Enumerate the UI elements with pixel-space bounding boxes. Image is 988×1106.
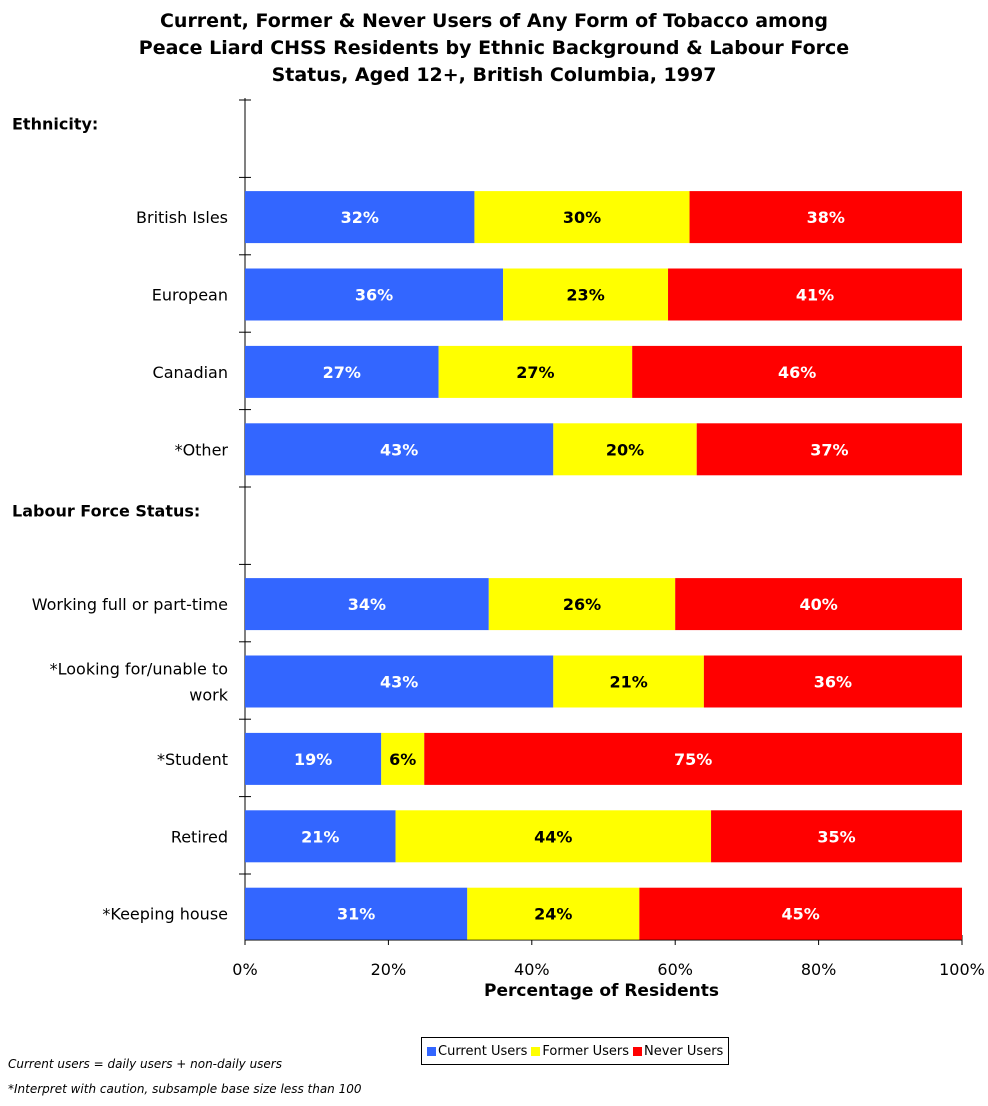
data-label: 27%	[323, 363, 361, 382]
data-label: 38%	[807, 208, 845, 227]
bar-segment	[245, 423, 554, 476]
category-label: Working full or part-time	[32, 595, 228, 614]
x-tick-label: 80%	[801, 960, 837, 979]
chart-title: Current, Former & Never Users of Any For…	[60, 8, 928, 89]
data-label: 75%	[674, 750, 712, 769]
category-label: European	[152, 286, 228, 305]
data-label: 21%	[609, 673, 647, 692]
bar-segment	[438, 345, 633, 398]
data-label: 30%	[563, 208, 601, 227]
data-label: 21%	[301, 827, 339, 846]
legend-item-current: Current Users	[427, 1044, 527, 1059]
data-label: 23%	[566, 286, 604, 305]
bar-segment	[245, 268, 504, 321]
bar-segment	[395, 810, 712, 863]
section-header: Labour Force Status:	[12, 502, 200, 521]
data-label: 20%	[606, 440, 644, 459]
data-label: 26%	[563, 595, 601, 614]
bar-segment	[488, 578, 676, 631]
bar-segment	[696, 423, 962, 476]
category-label: *Student	[157, 750, 228, 769]
category-label: Canadian	[153, 363, 228, 382]
data-label: 43%	[380, 673, 418, 692]
bar-segment	[553, 655, 704, 708]
data-label: 32%	[341, 208, 379, 227]
legend-label-never: Never Users	[644, 1043, 724, 1059]
data-label: 35%	[817, 827, 855, 846]
category-label: *Other	[175, 440, 229, 459]
data-label: 45%	[782, 905, 820, 924]
stacked-bar-chart: 0% 20% 40% 60% 80% 100% Percentage of Resident…	[12, 98, 985, 1001]
x-tick-label: 100%	[939, 960, 985, 979]
x-tick-label: 20%	[371, 960, 407, 979]
bar-segment	[675, 578, 962, 631]
bar-segment	[711, 810, 962, 863]
legend-swatch-never	[633, 1046, 643, 1056]
data-label: 44%	[534, 827, 572, 846]
bar-segment	[245, 578, 489, 631]
legend-swatch-current	[427, 1046, 436, 1056]
category-label: Retired	[171, 827, 228, 846]
data-label: 27%	[516, 363, 554, 382]
data-label: 37%	[810, 440, 848, 459]
bar-segment	[245, 345, 439, 398]
data-label: 36%	[814, 673, 852, 692]
x-tick-label: 40%	[514, 960, 550, 979]
category-label: British Isles	[136, 208, 228, 227]
x-tick-label: 0%	[232, 960, 257, 979]
chart-title-line-3: Status, Aged 12+, British Columbia, 1997	[271, 64, 717, 86]
chart-title-line-2: Peace Liard CHSS Residents by Ethnic Bac…	[138, 37, 850, 59]
bar-segment	[245, 887, 468, 940]
bar-segment	[381, 732, 425, 785]
bar-segment	[639, 887, 962, 940]
chart-title-line-1: Current, Former & Never Users of Any For…	[159, 10, 829, 32]
data-label: 6%	[389, 750, 416, 769]
footnote-users-definition: Current users = daily users + non-daily …	[8, 1057, 282, 1071]
data-label: 41%	[796, 286, 834, 305]
section-header: Ethnicity:	[12, 115, 98, 134]
bar-segment	[245, 732, 382, 785]
footnote-caution: *Interpret with caution, subsample base …	[8, 1082, 362, 1096]
data-label: 34%	[348, 595, 386, 614]
data-label: 31%	[337, 905, 375, 924]
category-label: work	[189, 686, 228, 705]
legend-item-former: Former Users	[531, 1044, 629, 1059]
legend-label-current: Current Users	[438, 1043, 528, 1059]
data-label: 19%	[294, 750, 332, 769]
data-label: 46%	[778, 363, 816, 382]
chart-legend: Current Users Former Users Never Users	[421, 1037, 730, 1065]
category-label: *Keeping house	[102, 905, 228, 924]
bar-segment	[553, 423, 697, 476]
bar-segment	[668, 268, 962, 321]
bar-segment	[632, 345, 962, 398]
data-label: 36%	[355, 286, 393, 305]
bar-segment	[424, 732, 962, 785]
bar-segment	[245, 810, 396, 863]
legend-label-former: Former Users	[542, 1043, 630, 1059]
bar-segment	[503, 268, 669, 321]
category-label: *Looking for/unable to	[50, 660, 228, 679]
data-label: 24%	[534, 905, 572, 924]
bar-segment	[467, 887, 640, 940]
x-tick-label: 60%	[657, 960, 693, 979]
bar-segment	[474, 191, 690, 244]
data-label: 40%	[799, 595, 837, 614]
bar-segment	[703, 655, 962, 708]
bar-segment	[689, 191, 962, 244]
legend-swatch-former	[531, 1046, 541, 1056]
legend-item-never: Never Users	[633, 1044, 723, 1059]
bar-segment	[245, 655, 554, 708]
data-label: 43%	[380, 440, 418, 459]
x-axis-label: Percentage of Residents	[484, 981, 719, 1001]
bar-segment	[245, 191, 475, 244]
